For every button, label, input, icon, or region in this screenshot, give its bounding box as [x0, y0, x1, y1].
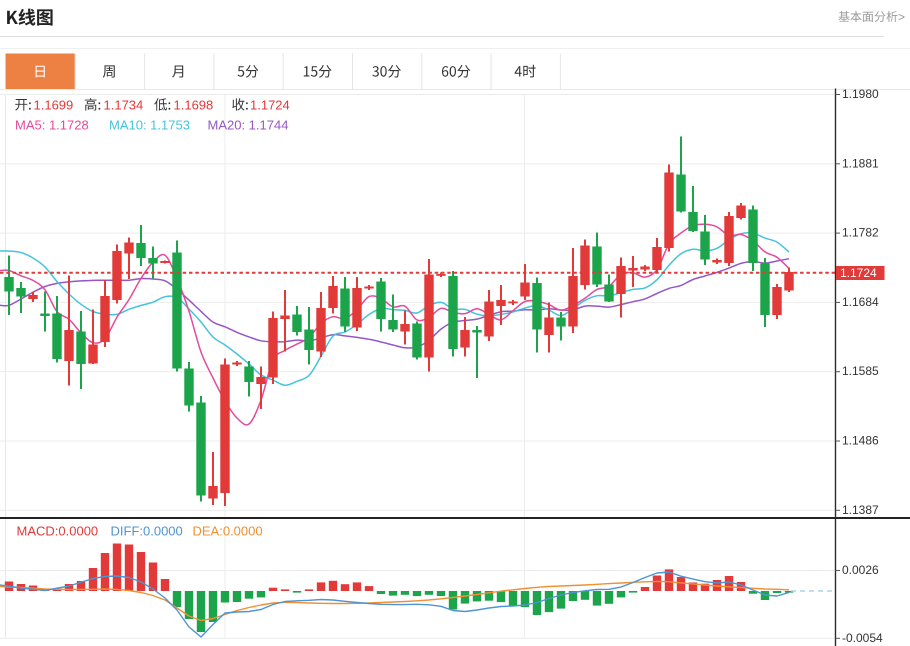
svg-text:1.1387: 1.1387: [842, 503, 879, 517]
svg-text:1.1724: 1.1724: [250, 98, 290, 113]
svg-text:1.1980: 1.1980: [842, 87, 879, 101]
svg-text:1.1734: 1.1734: [104, 98, 144, 113]
svg-text:-0.0054: -0.0054: [842, 631, 883, 645]
svg-text:DEA:0.0000: DEA:0.0000: [193, 524, 263, 539]
svg-text:MA20: 1.1744: MA20: 1.1744: [208, 118, 289, 133]
svg-text:0.0026: 0.0026: [842, 563, 879, 577]
svg-text:1.1699: 1.1699: [34, 98, 74, 113]
svg-text:1.1486: 1.1486: [842, 434, 879, 448]
svg-text:1.1585: 1.1585: [842, 364, 879, 378]
svg-text:>: >: [898, 10, 905, 24]
svg-text:MA5: 1.1728: MA5: 1.1728: [15, 118, 89, 133]
svg-text:1.1782: 1.1782: [842, 226, 879, 240]
svg-text:1.1724: 1.1724: [840, 266, 877, 280]
svg-text:1.1684: 1.1684: [842, 295, 879, 309]
svg-text:MACD:0.0000: MACD:0.0000: [17, 524, 99, 539]
svg-text:1.1698: 1.1698: [174, 98, 214, 113]
svg-text:1.1881: 1.1881: [842, 156, 879, 170]
svg-text:DIFF:0.0000: DIFF:0.0000: [111, 524, 183, 539]
svg-text:MA10: 1.1753: MA10: 1.1753: [109, 118, 190, 133]
